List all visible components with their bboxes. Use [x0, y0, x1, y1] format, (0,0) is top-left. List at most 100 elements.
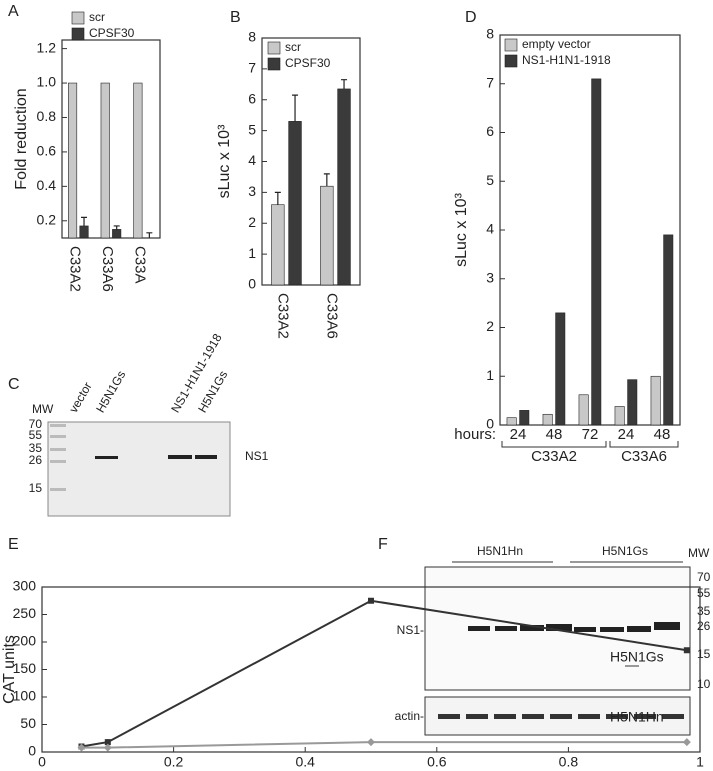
legend-swatch: [504, 38, 518, 52]
y-tick-label: 5: [248, 121, 256, 137]
bar: [320, 185, 334, 286]
marker-label: 26: [697, 619, 711, 633]
marker-label: 35: [697, 604, 711, 618]
legend-label: empty vector: [522, 37, 591, 51]
legend-label: NS1-H1N1-1918: [522, 53, 611, 67]
y-axis-label: sLuc x 10³: [216, 124, 233, 198]
legend-swatch: [504, 54, 518, 68]
bar: [133, 82, 143, 239]
y-tick-label: 6: [248, 90, 256, 106]
bar: [519, 410, 530, 426]
y-tick-label: 5: [486, 172, 494, 188]
legend-swatch: [71, 27, 85, 41]
y-tick-label: 200: [13, 633, 37, 649]
legend-swatch: [71, 11, 85, 25]
legend-swatch: [267, 57, 281, 71]
x-tick-label: 0.4: [295, 754, 315, 770]
plot-frame: [61, 39, 161, 239]
y-tick-label: 0.4: [37, 177, 57, 193]
marker-label: 15: [697, 647, 711, 661]
x-tick-label: C33A2: [66, 246, 83, 292]
plot-frame: [499, 34, 681, 426]
legend-swatch: [267, 41, 281, 55]
y-axis-label: Fold reduction: [13, 88, 30, 189]
group-bracket: [609, 441, 679, 448]
error-bar: [341, 79, 348, 89]
error-bar: [81, 216, 88, 226]
lane-label: H5N1Gs: [93, 368, 128, 415]
bar: [650, 375, 661, 426]
band: [468, 622, 680, 632]
y-axis-label: CAT units: [1, 635, 18, 704]
bar: [288, 121, 302, 286]
y-tick-label: 0: [28, 743, 36, 759]
y-tick-label: 1: [486, 367, 494, 383]
x-tick-label: 48: [654, 426, 671, 443]
panel-letter: B: [230, 9, 241, 26]
x-axis-label: hours:: [454, 426, 496, 443]
error-bar: [323, 173, 330, 187]
gel: [47, 421, 231, 517]
legend-label: scr: [89, 10, 105, 24]
error-bar: [146, 232, 153, 238]
lane-label: vector: [66, 380, 94, 415]
y-tick-label: 2: [248, 214, 256, 230]
y-tick-label: 0.6: [37, 143, 57, 159]
mw-label: MW: [32, 402, 54, 416]
bar: [627, 379, 638, 426]
bar: [337, 88, 351, 286]
panel-letter: C: [8, 376, 20, 393]
x-tick-label: 24: [510, 426, 527, 443]
band: [95, 455, 217, 459]
point: [682, 738, 691, 747]
x-tick-label: 0.6: [427, 754, 447, 770]
y-tick-label: 1: [248, 245, 256, 261]
ladder: [50, 424, 66, 491]
marker-label: 26: [29, 453, 43, 467]
bar: [578, 394, 589, 426]
x-tick-label: 24: [618, 426, 635, 443]
bar: [271, 204, 285, 286]
y-tick-label: 1.2: [37, 39, 57, 55]
group-label: C33A2: [531, 448, 577, 465]
group-label: C33A6: [621, 448, 667, 465]
y-tick-label: 4: [486, 221, 494, 237]
y-tick-label: 3: [486, 269, 494, 285]
marker-label: 70: [29, 417, 43, 431]
x-tick-label: C33A6: [99, 246, 116, 292]
marker-label: 15: [29, 481, 43, 495]
band-label: NS1-: [397, 623, 424, 637]
y-tick-label: 8: [248, 29, 256, 45]
y-tick-label: 50: [20, 715, 36, 731]
marker-label: 35: [29, 441, 43, 455]
group-bracket: [501, 441, 607, 448]
y-tick-label: 0.8: [37, 108, 57, 124]
bar: [591, 78, 602, 426]
point: [104, 739, 111, 746]
faint-band: [625, 665, 639, 667]
y-tick-label: 7: [486, 74, 494, 90]
bar: [555, 312, 566, 426]
panel-letter: F: [378, 536, 388, 553]
point: [367, 738, 375, 747]
y-tick-label: 8: [486, 26, 494, 42]
y-tick-label: 300: [13, 578, 37, 594]
panel-letter: D: [465, 9, 477, 26]
bar: [542, 413, 553, 426]
y-tick-label: 4: [248, 152, 256, 168]
legend-label: CPSF30: [285, 56, 331, 70]
legend-label: CPSF30: [89, 26, 135, 40]
marker-label: 55: [29, 428, 43, 442]
bar: [68, 82, 78, 239]
y-tick-label: 6: [486, 123, 494, 139]
marker-label: 55: [697, 586, 711, 600]
y-tick-label: 0: [486, 416, 494, 432]
y-tick-label: 150: [13, 660, 37, 676]
x-tick-label: 48: [546, 426, 563, 443]
group-label: H5N1Gs: [602, 544, 648, 558]
x-tick-label: 0.8: [559, 754, 579, 770]
y-tick-label: 2: [486, 318, 494, 334]
y-tick-label: 3: [248, 183, 256, 199]
point: [683, 647, 690, 654]
y-tick-label: 250: [13, 605, 37, 621]
